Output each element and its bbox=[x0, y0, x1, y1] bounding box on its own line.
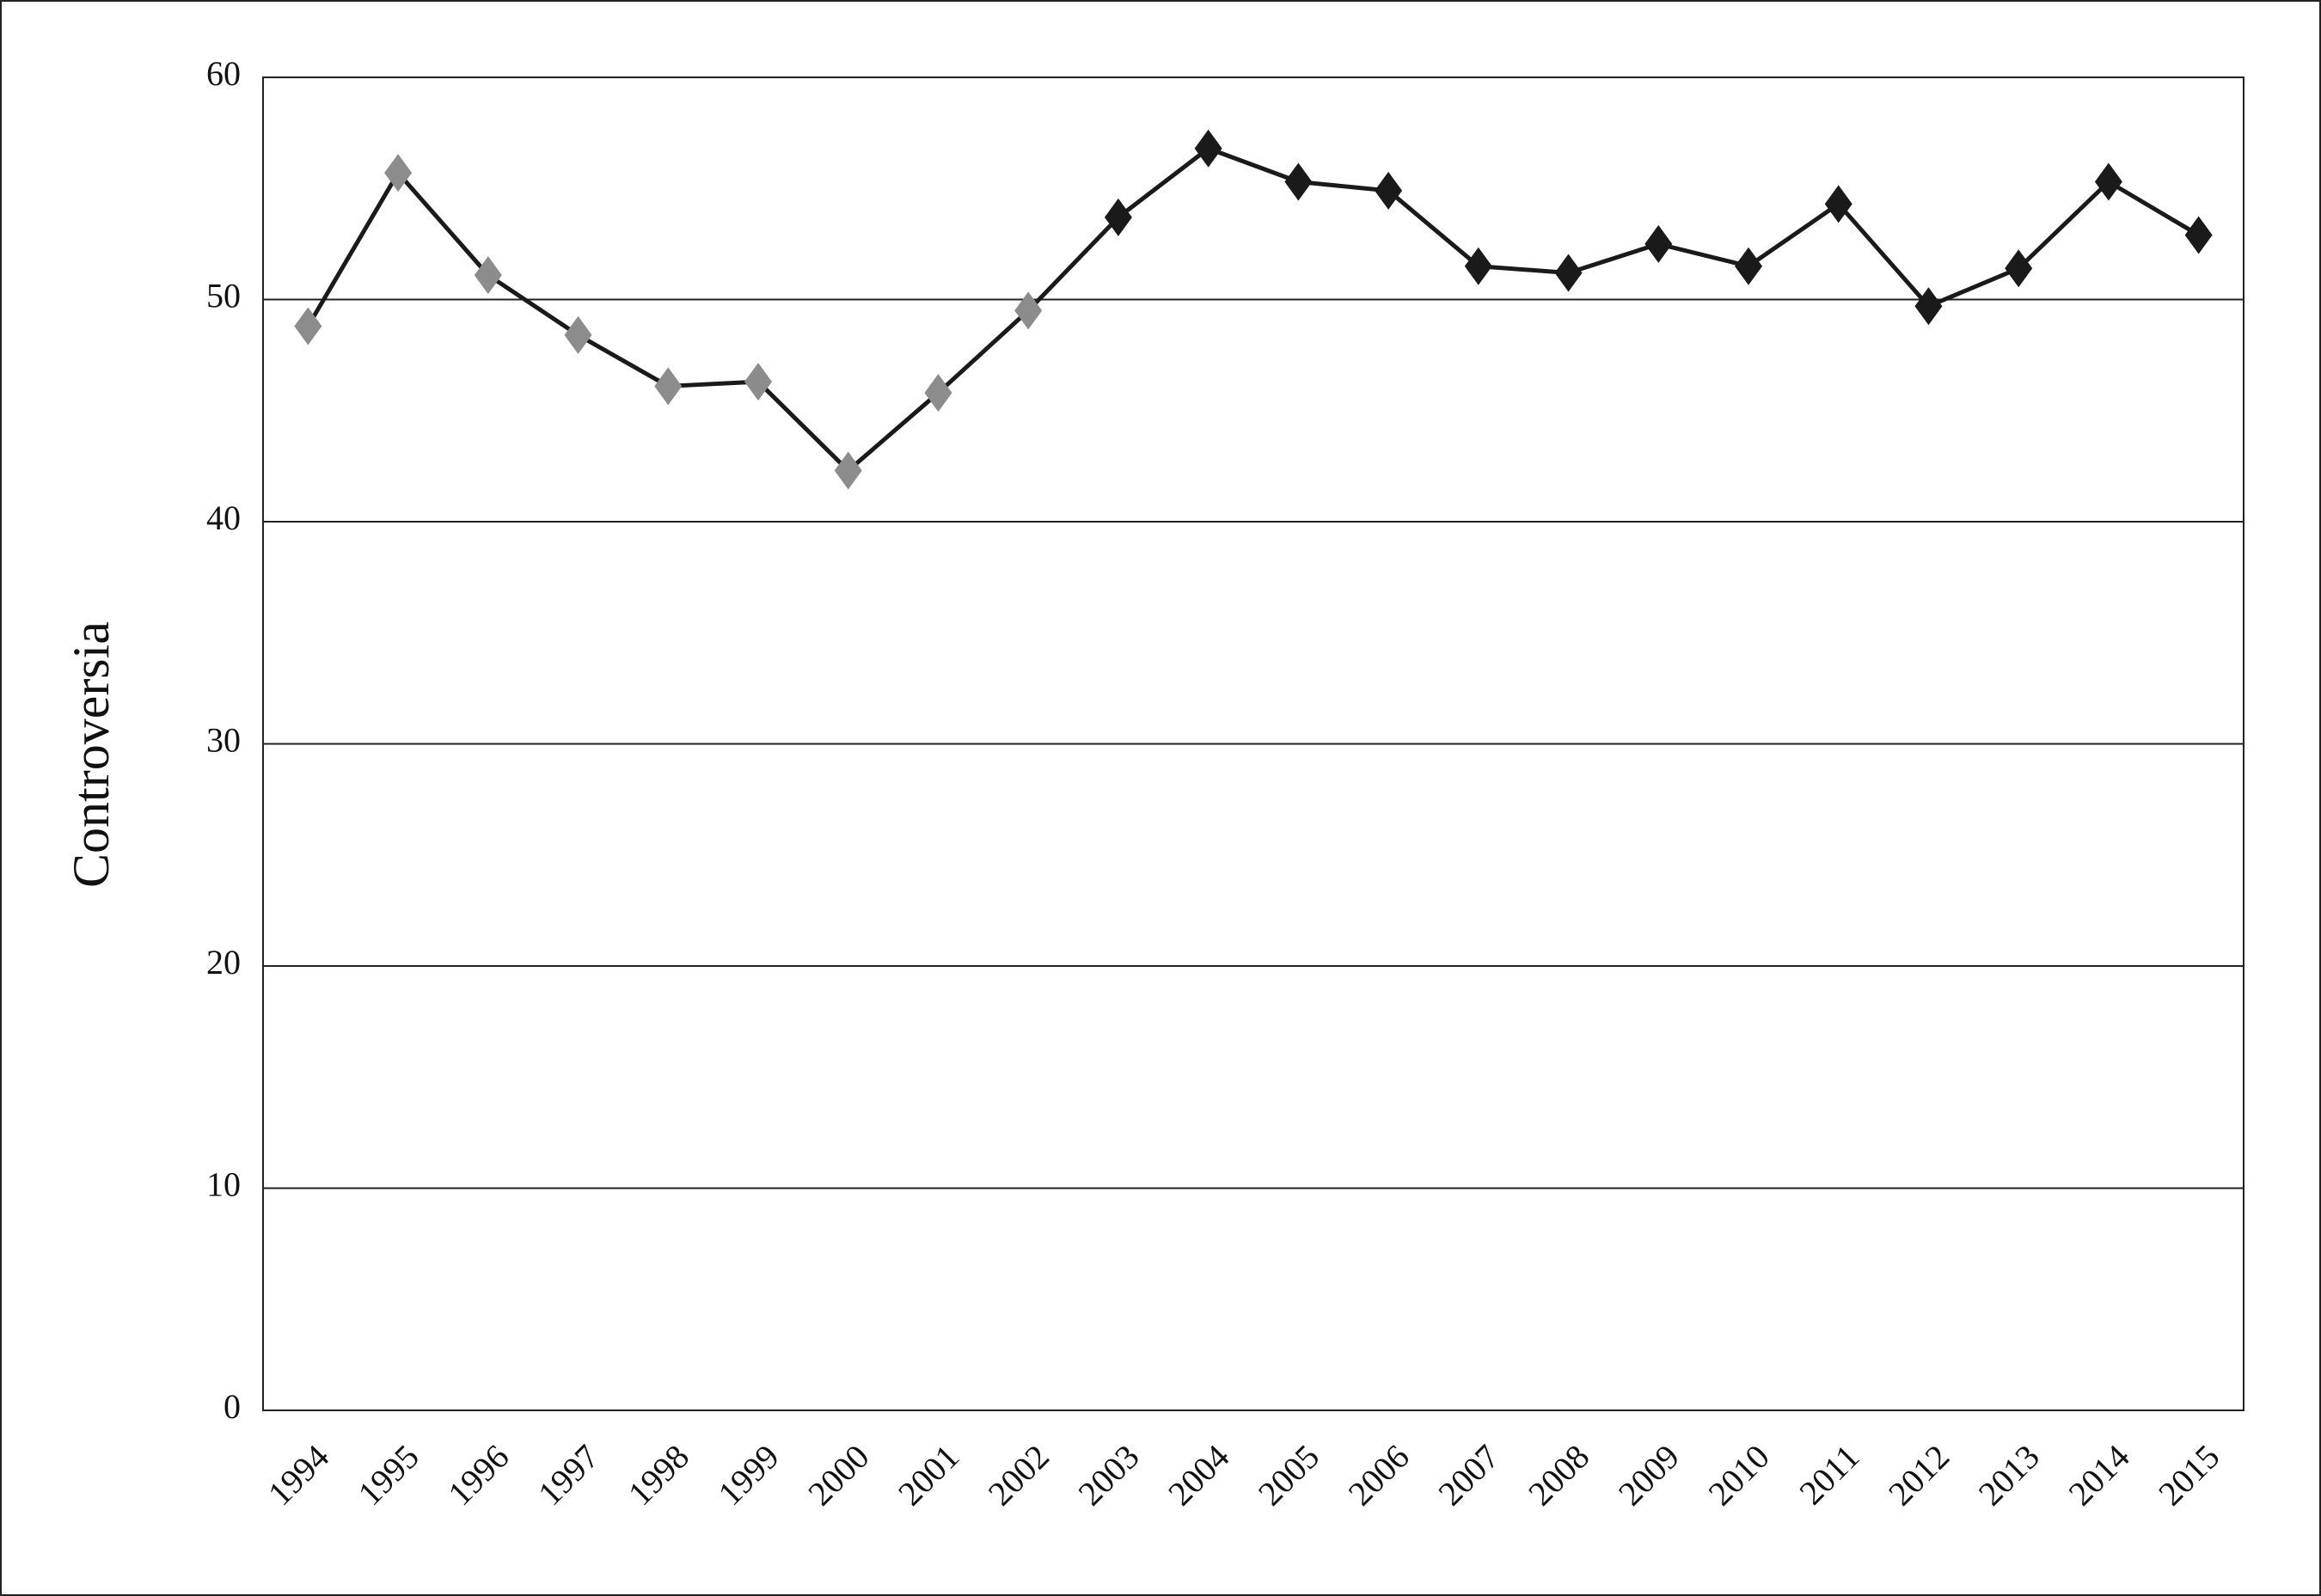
y-tick-label: 20 bbox=[206, 943, 241, 981]
marker bbox=[1104, 198, 1132, 236]
marker bbox=[834, 451, 862, 490]
marker bbox=[1375, 171, 1403, 210]
line bbox=[306, 146, 2200, 474]
marker bbox=[564, 315, 592, 354]
marker bbox=[1554, 254, 1583, 292]
marker bbox=[1644, 224, 1673, 263]
marker bbox=[1824, 185, 1853, 223]
marker bbox=[474, 256, 502, 295]
marker bbox=[2094, 162, 2122, 201]
marker bbox=[2005, 249, 2033, 288]
marker bbox=[654, 367, 683, 406]
y-tick-label: 0 bbox=[224, 1387, 241, 1426]
marker bbox=[384, 154, 413, 193]
marker bbox=[1194, 129, 1222, 168]
y-tick-label: 30 bbox=[206, 721, 241, 760]
y-tick-label: 50 bbox=[206, 277, 241, 315]
plot-border bbox=[262, 76, 2244, 1411]
marker bbox=[294, 307, 322, 345]
y-axis-label: Controversia bbox=[63, 621, 119, 888]
marker bbox=[1735, 247, 1762, 285]
marker bbox=[2184, 216, 2213, 254]
y-tick-label: 40 bbox=[206, 498, 241, 537]
marker bbox=[1014, 291, 1043, 330]
marker bbox=[924, 374, 952, 413]
marker bbox=[1914, 287, 1943, 326]
y-tick-label: 60 bbox=[206, 54, 241, 93]
marker bbox=[1284, 162, 1313, 201]
marker bbox=[744, 363, 772, 401]
marker bbox=[1464, 247, 1492, 285]
y-tick-label: 10 bbox=[206, 1165, 241, 1204]
